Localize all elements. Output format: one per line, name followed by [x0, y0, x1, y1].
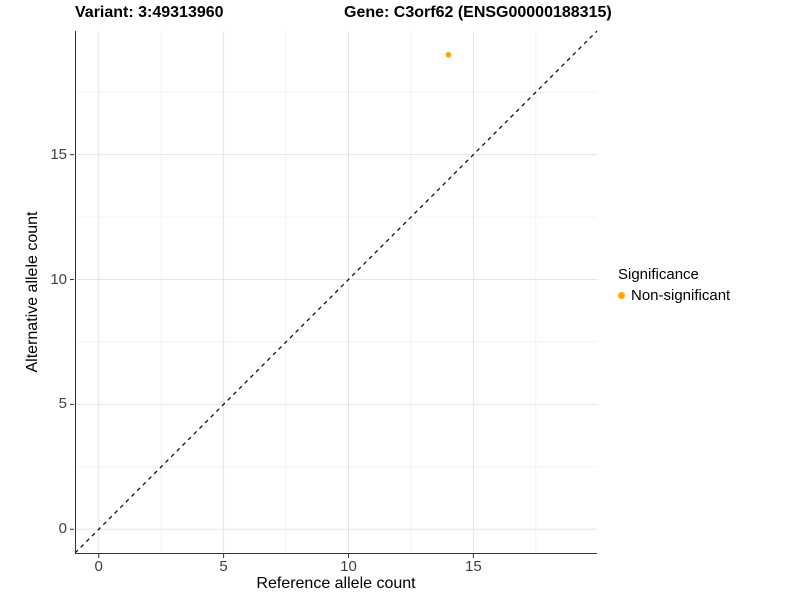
y-tick-label: 15: [50, 145, 67, 163]
legend-item: Non-significant: [618, 287, 730, 304]
data-point: [445, 51, 452, 58]
x-tick-label: 15: [465, 558, 482, 575]
legend: Significance Non-significant: [618, 266, 730, 304]
legend-item-label: Non-significant: [631, 287, 731, 304]
y-tick-label: 10: [50, 270, 67, 288]
y-tick-label: 0: [58, 520, 67, 538]
gene-title: Gene: C3orf62 (ENSG00000188315): [344, 4, 612, 21]
x-tick-label: 10: [340, 558, 357, 575]
variant-title: Variant: 3:49313960: [75, 4, 224, 21]
legend-point-icon: [618, 292, 625, 299]
x-tick-label: 0: [94, 558, 103, 575]
y-axis-title: Alternative allele count: [24, 211, 41, 373]
x-tick-label: 5: [219, 558, 228, 575]
y-tick-label: 5: [58, 395, 67, 413]
legend-title: Significance: [618, 266, 699, 283]
x-axis-title: Reference allele count: [256, 575, 416, 592]
